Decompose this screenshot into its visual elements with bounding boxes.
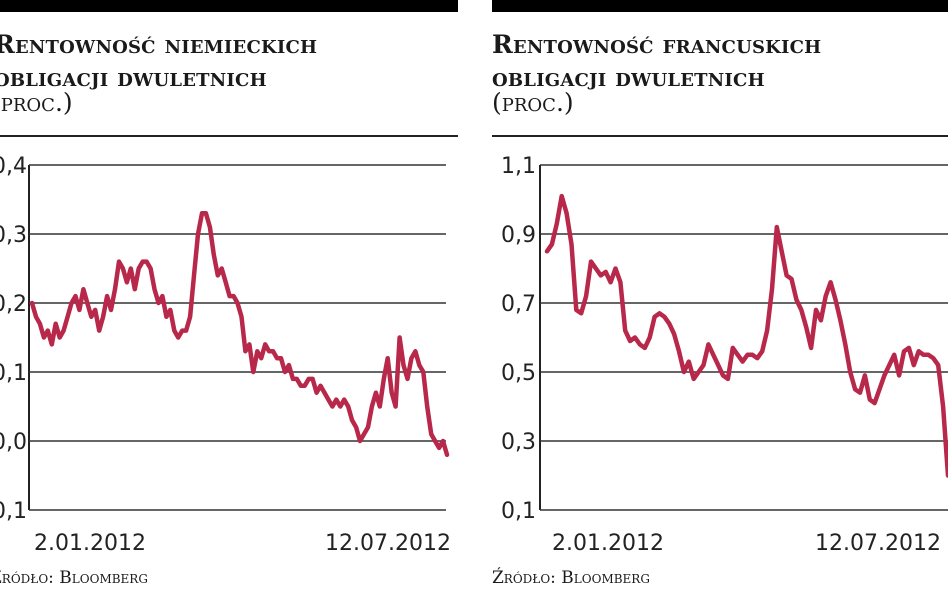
series-line (29, 211, 450, 458)
chart-title: Rentowność francuskich obligacji dwuletn… (492, 28, 948, 94)
line-chart-france: 1,1 0,9 0,7 0,5 0,3 0,1 2.01.2012 12.07.2012 (501, 154, 948, 556)
x-tick-label: 12.07.2012 (815, 531, 941, 556)
title-line-2: obligacji dwuletnich (492, 63, 765, 92)
y-tick-label: -0,1 (0, 499, 27, 524)
y-tick-label: 0,4 (0, 154, 27, 179)
source-note: Źródło: Bloomberg (492, 568, 650, 588)
y-tick-label: 0,1 (501, 499, 536, 524)
y-tick-label: 0,2 (0, 292, 27, 317)
title-line-2: obligacji dwuletnich (0, 63, 267, 92)
x-tick-label: 2.01.2012 (34, 531, 146, 556)
y-tick-label: 0,9 (501, 223, 536, 248)
y-tick-label: 0,0 (0, 430, 27, 455)
x-tick-label: 2.01.2012 (552, 531, 664, 556)
line-chart-germany: 0,4 0,3 0,2 0,1 0,0 -0,1 2.01.2012 12.07.2012 (0, 154, 451, 556)
x-tick-label: 12.07.2012 (325, 531, 451, 556)
header-rule (0, 135, 458, 137)
top-bar (0, 0, 458, 12)
source-note: Źródło: Bloomberg (0, 568, 148, 588)
chart-title: Rentowność niemieckich obligacji dwuletn… (0, 28, 458, 94)
title-line-1: Rentowność francuskich (492, 30, 822, 59)
y-tick-label: 0,7 (501, 292, 536, 317)
top-bar (492, 0, 948, 12)
header-rule (492, 135, 948, 137)
chart-panel-germany: Rentowność niemieckich obligacji dwuletn… (0, 0, 458, 593)
chart-panel-france: Rentowność francuskich obligacji dwuletn… (492, 0, 948, 593)
series-line (544, 193, 948, 478)
y-tick-label: 0,3 (0, 223, 27, 248)
unit-label: (proc.) (0, 88, 73, 117)
y-tick-label: 1,1 (501, 154, 536, 179)
y-tick-label: 0,3 (501, 430, 536, 455)
title-line-1: Rentowność niemieckich (0, 30, 318, 59)
y-tick-label: 0,1 (0, 361, 27, 386)
unit-label: (proc.) (492, 88, 574, 117)
y-tick-label: 0,5 (501, 361, 536, 386)
